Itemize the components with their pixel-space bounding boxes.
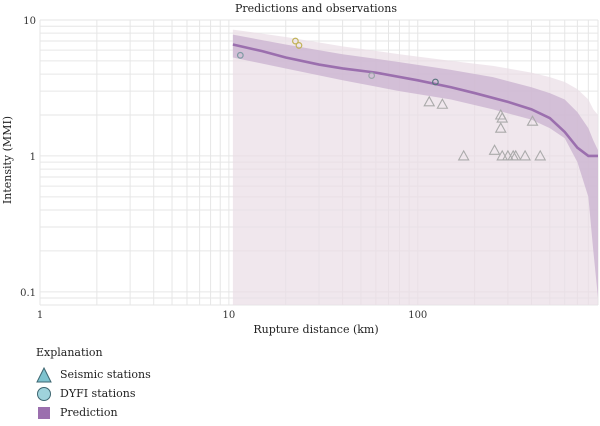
y-tick-label: 0.1 — [20, 288, 36, 299]
seismic-station-point — [494, 122, 507, 133]
seismic-station-point — [488, 144, 501, 155]
legend-label-prediction: Prediction — [60, 406, 118, 419]
seismic-station-point — [496, 111, 509, 123]
y-tick-label: 1 — [30, 152, 36, 163]
seismic-station-point — [423, 95, 436, 107]
legend-item-dyfi: DYFI stations — [36, 384, 151, 403]
chart-title: Predictions and observations — [235, 2, 397, 15]
legend-title: Explanation — [36, 346, 103, 359]
dyfi-station-point — [292, 37, 299, 45]
x-tick-label: 1 — [37, 310, 43, 321]
square-icon — [38, 406, 50, 419]
legend-label-dyfi: DYFI stations — [60, 387, 136, 400]
x-tick-label: 10 — [223, 310, 236, 321]
legend: Explanation Seismic stations DYFI statio… — [36, 346, 151, 422]
y-axis-label: Intensity (MMI) — [1, 116, 14, 204]
seismic-station-point — [534, 149, 547, 161]
seismic-station-point — [526, 115, 539, 126]
seismic-station-point — [496, 149, 509, 161]
dyfi-station-point — [368, 72, 376, 79]
seismic-station-point — [457, 149, 470, 161]
seismic-station-point — [509, 149, 522, 161]
circle-icon — [37, 386, 51, 401]
dyfi-station-point — [432, 78, 439, 86]
legend-item-seismic: Seismic stations — [36, 365, 151, 384]
dyfi-station-point — [295, 42, 303, 49]
prediction-line — [232, 43, 598, 158]
dyfi-station-point — [236, 51, 244, 59]
y-tick-label: 10 — [23, 16, 36, 27]
x-axis-label: Rupture distance (km) — [253, 323, 378, 336]
x-tick-label: 100 — [408, 310, 427, 321]
legend-item-prediction: Prediction — [36, 403, 151, 422]
legend-label-seismic: Seismic stations — [60, 368, 151, 381]
triangle-icon — [36, 366, 52, 382]
seismic-station-point — [436, 98, 449, 109]
seismic-station-point — [519, 149, 532, 161]
